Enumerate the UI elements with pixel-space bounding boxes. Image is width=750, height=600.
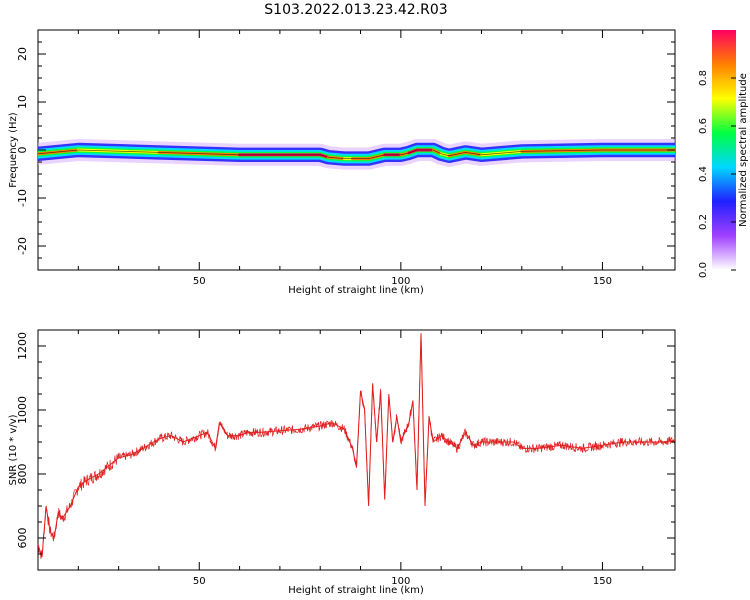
colorbar-gradient [712,30,736,270]
spectrogram-ytick-label: 0 [16,147,29,154]
snr-xtick-label: 50 [193,576,206,587]
snr-xlabel: Height of straight line (km) [288,585,424,596]
colorbar-label: Normalized spectral amplitude [738,73,749,227]
spectrogram-ridge-line [38,149,675,159]
snr-xtick-label: 100 [391,576,410,587]
snr-ytick-label: 1200 [16,332,29,360]
colorbar-tick-label: 0.0 [698,262,709,278]
spectrogram-xtick-label: 150 [593,276,612,287]
snr-ytick-label: 1000 [16,396,29,424]
figure-title: S103.2022.013.23.42.R03 [264,2,447,18]
spectrogram-ytick-label: -10 [16,189,29,207]
colorbar-tick-label: 0.6 [698,118,709,134]
colorbar-tick-label: 0.2 [698,214,709,230]
spectrogram-xlabel: Height of straight line (km) [288,285,424,296]
spectrogram-panel: 50 100 150 -20 -10 0 10 20 Height of straight l… [8,29,676,296]
snr-line [38,337,675,560]
snr-line-trend [38,333,675,558]
colorbar: 0.0 0.2 0.4 0.6 0.8 Normalized spectral ampl… [698,30,749,278]
snr-ytick-label: 800 [16,464,29,485]
snr-ytick-label: 600 [16,528,29,549]
snr-frame [37,329,676,571]
colorbar-tick-label: 0.4 [698,166,709,182]
snr-panel: 50 100 150 600 800 1000 1200 Height of straigh… [8,329,676,596]
spectrogram-ytick-label: 20 [16,47,29,61]
snr-ylabel: SNR (10 * v/v) [8,414,19,485]
spectrogram-xtick-label: 100 [391,276,410,287]
spectrogram-ytick-label: 10 [16,95,29,109]
snr-xtick-label: 150 [593,576,612,587]
spectrogram-xtick-label: 50 [193,276,206,287]
spectrogram-ytick-label: -20 [16,237,29,255]
colorbar-tick-label: 0.8 [698,70,709,86]
spectrogram-ylabel: Frequency (Hz) [8,112,19,188]
